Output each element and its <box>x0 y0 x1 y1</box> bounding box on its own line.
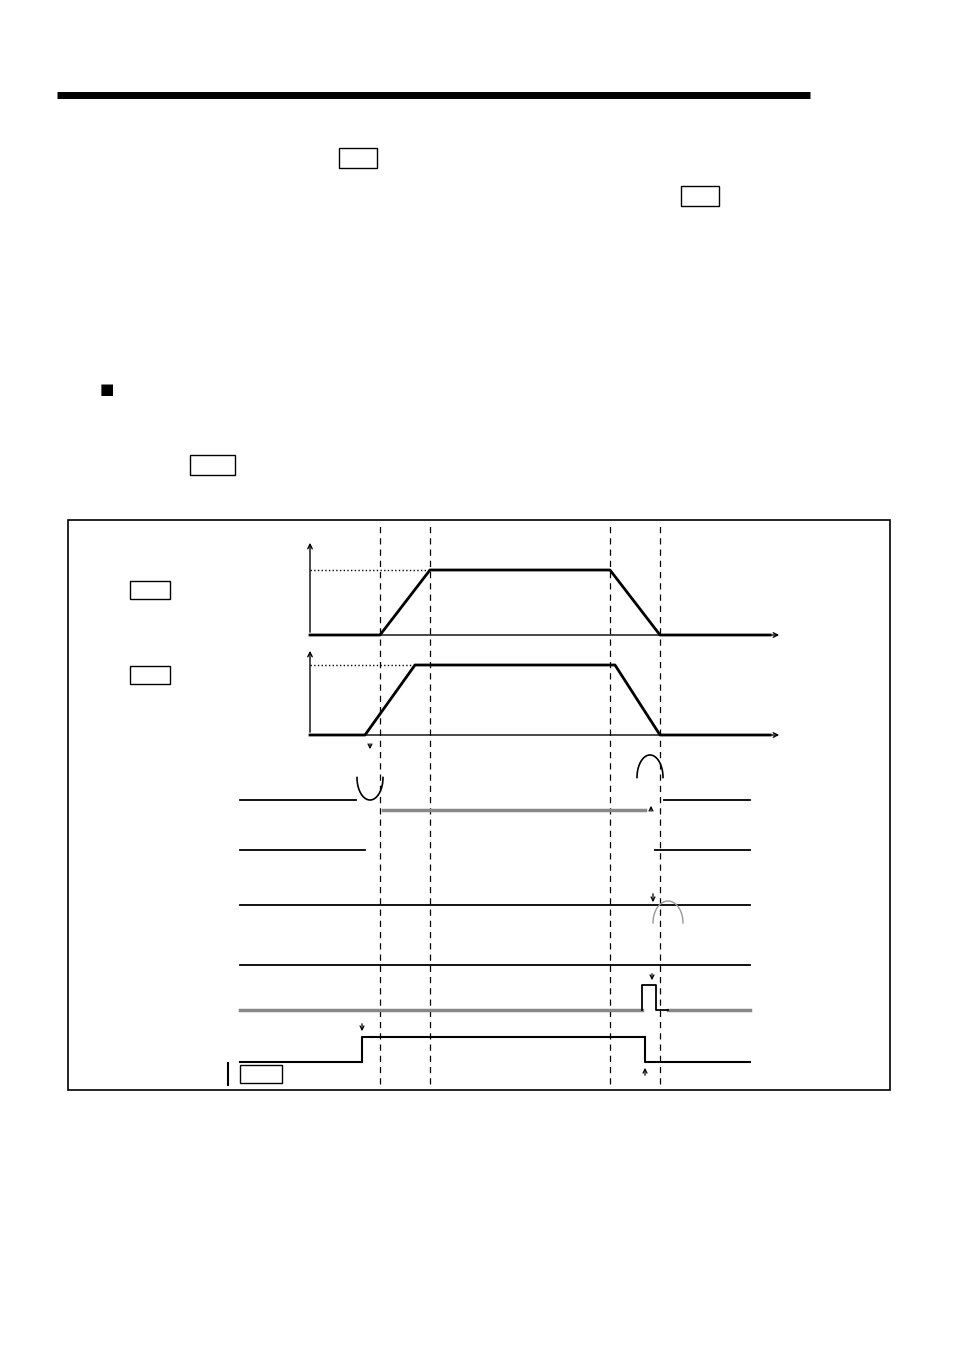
Bar <box>190 455 234 476</box>
Bar <box>130 666 170 684</box>
Bar <box>240 1065 282 1084</box>
Text: ■: ■ <box>100 382 114 397</box>
Bar <box>130 581 170 598</box>
Bar <box>680 186 719 205</box>
Bar <box>338 149 376 168</box>
Bar <box>68 520 889 1090</box>
